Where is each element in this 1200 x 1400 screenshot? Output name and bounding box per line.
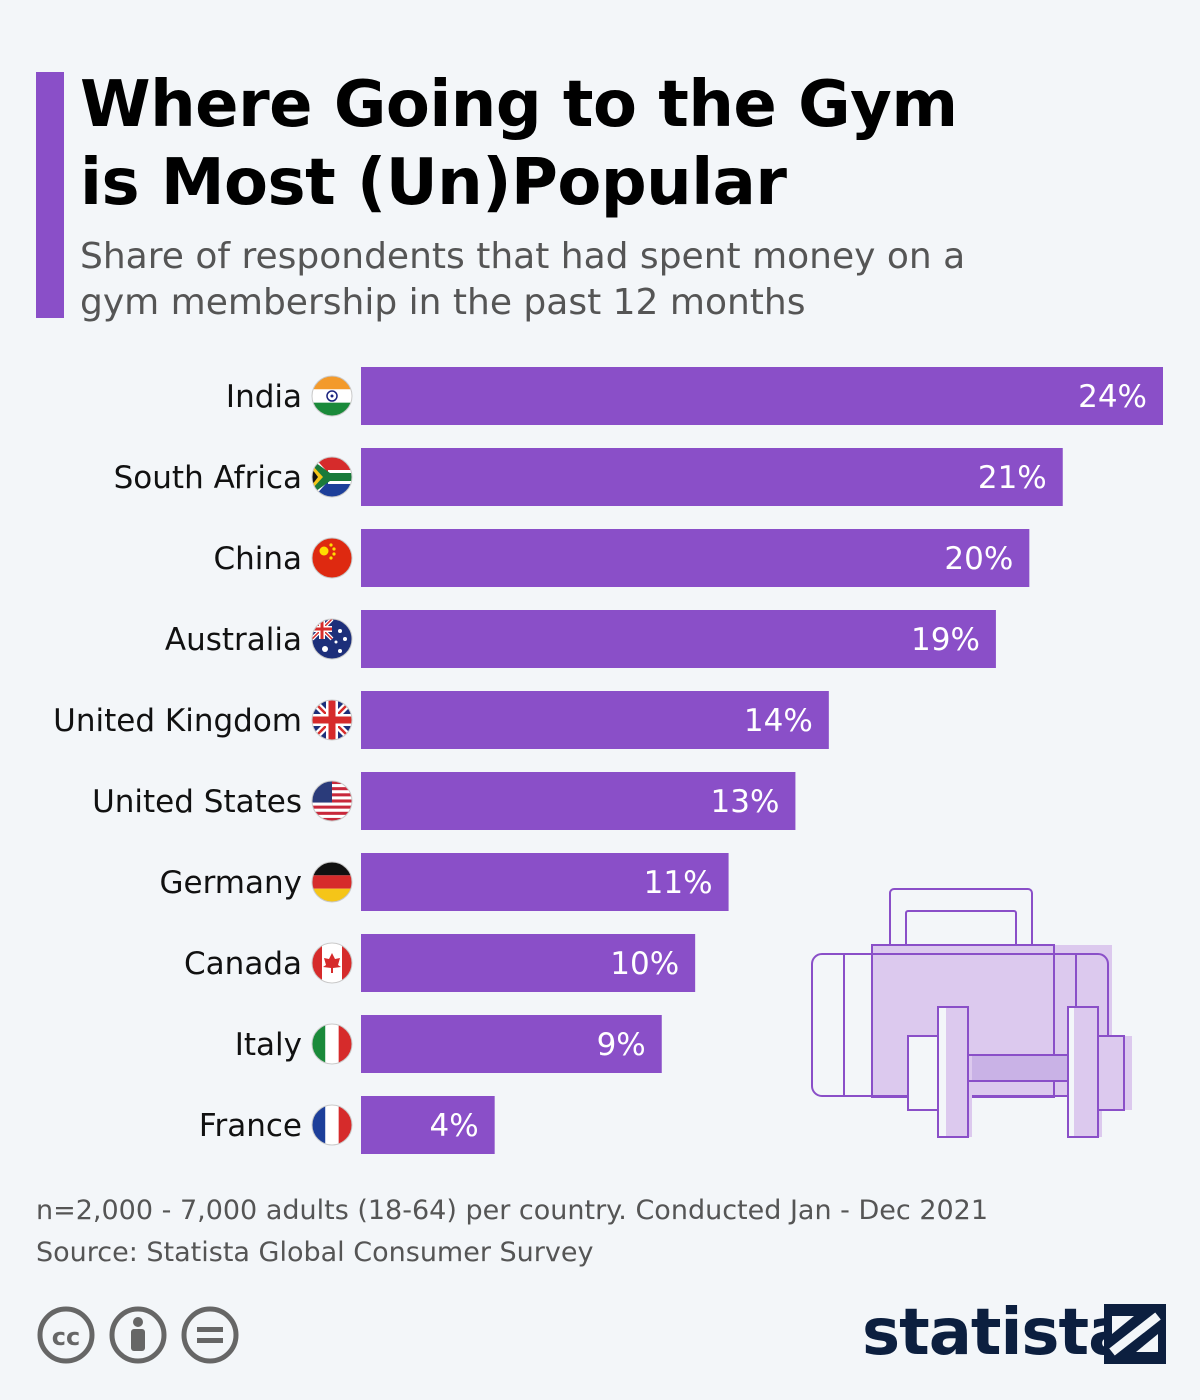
category-label: United States — [92, 784, 302, 820]
australia-flag-icon — [311, 618, 353, 660]
value-label: 9% — [597, 1027, 646, 1063]
bar-row: Germany 11% — [160, 853, 729, 911]
bar-row: Italy 9% — [235, 1015, 662, 1073]
accent-bar — [36, 72, 64, 318]
category-label: Italy — [235, 1027, 302, 1063]
bar-row: South Africa 21% — [114, 448, 1063, 506]
value-label: 19% — [911, 622, 980, 658]
bar — [361, 772, 796, 830]
license-icons: cc — [37, 1306, 239, 1364]
footnote: n=2,000 - 7,000 adults (18-64) per count… — [36, 1190, 988, 1274]
value-label: 14% — [744, 703, 813, 739]
no-derivatives-icon[interactable] — [181, 1306, 239, 1364]
title-line-2: is Most (Un)Popular — [80, 146, 787, 220]
bar — [361, 448, 1063, 506]
value-label: 11% — [644, 865, 713, 901]
chart-title: Where Going to the Gym is Most (Un)Popul… — [80, 66, 1160, 222]
bar-row: China 20% — [213, 529, 1030, 587]
category-label: Germany — [160, 865, 302, 901]
bar — [361, 610, 996, 668]
value-label: 24% — [1078, 379, 1147, 415]
south-africa-flag-icon — [311, 456, 353, 498]
bar-row: India 24% — [226, 367, 1163, 425]
bar — [361, 691, 829, 749]
category-label: South Africa — [114, 460, 302, 496]
united-kingdom-flag-icon — [311, 699, 353, 741]
attribution-icon[interactable] — [109, 1306, 167, 1364]
value-label: 21% — [978, 460, 1047, 496]
bar-row: France 4% — [199, 1096, 495, 1154]
category-label: United Kingdom — [53, 703, 302, 739]
france-flag-icon — [311, 1104, 353, 1146]
brand-name[interactable]: statista — [862, 1296, 1131, 1370]
bar — [361, 529, 1030, 587]
subtitle-line-1: Share of respondents that had spent mone… — [80, 236, 966, 277]
cc-icon[interactable]: cc — [37, 1306, 95, 1364]
value-label: 4% — [429, 1108, 478, 1144]
united-states-flag-icon — [311, 780, 353, 822]
category-label: Australia — [165, 622, 302, 658]
india-flag-icon — [311, 375, 353, 417]
category-label: China — [213, 541, 302, 577]
bar — [361, 367, 1163, 425]
bar — [361, 1096, 495, 1154]
bar — [361, 1015, 662, 1073]
bar — [361, 934, 696, 992]
svg-text:cc: cc — [52, 1323, 80, 1351]
canada-flag-icon — [311, 942, 353, 984]
value-label: 13% — [711, 784, 780, 820]
category-label: Canada — [184, 946, 302, 982]
bar-row: United States 13% — [92, 772, 796, 830]
bar-row: Canada 10% — [184, 934, 696, 992]
germany-flag-icon — [311, 861, 353, 903]
bar-chart: India 24% South Africa 21% China 20% Australia… — [53, 367, 1163, 1154]
chart-subtitle: Share of respondents that had spent mone… — [80, 234, 1140, 326]
italy-flag-icon — [311, 1023, 353, 1065]
value-label: 20% — [944, 541, 1013, 577]
bar-row: Australia 19% — [165, 610, 996, 668]
source-note: Source: Statista Global Consumer Survey — [36, 1237, 594, 1268]
sample-note: n=2,000 - 7,000 adults (18-64) per count… — [36, 1195, 989, 1226]
china-flag-icon — [311, 537, 353, 579]
bar — [361, 853, 729, 911]
gym-bag-dumbbell-icon — [811, 888, 1132, 1138]
bar-row: United Kingdom 14% — [53, 691, 829, 749]
subtitle-line-2: gym membership in the past 12 months — [80, 282, 806, 323]
title-line-1: Where Going to the Gym — [80, 68, 958, 142]
value-label: 10% — [610, 946, 679, 982]
category-label: France — [199, 1108, 302, 1144]
statista-logo-icon[interactable] — [1104, 1304, 1166, 1364]
category-label: India — [226, 379, 302, 415]
